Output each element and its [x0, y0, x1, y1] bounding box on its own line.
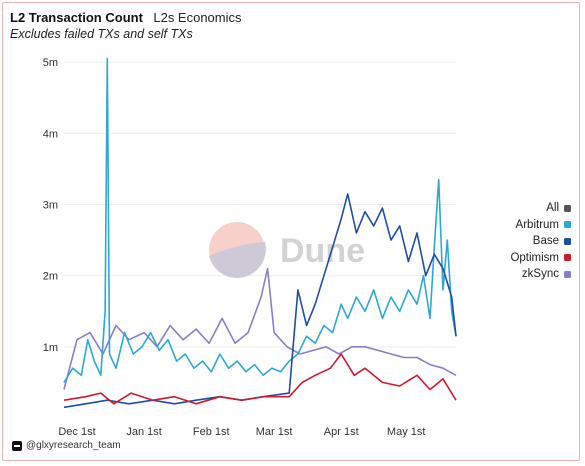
- watermark-text: Dune: [280, 232, 365, 270]
- x-tick-label: Feb 1st: [193, 426, 230, 438]
- legend-label: zkSync: [521, 268, 559, 281]
- legend-swatch: [564, 204, 571, 212]
- y-tick-label: 4m: [43, 128, 58, 140]
- y-tick-label: 1m: [43, 342, 58, 354]
- legend-item-zksync[interactable]: zkSync: [510, 266, 571, 283]
- chart-description: Excludes failed TXs and self TXs: [10, 27, 193, 41]
- legend-item-base[interactable]: Base: [510, 233, 571, 250]
- chart-card: [2, 2, 580, 461]
- footer: @glxyresearch_team: [12, 440, 121, 451]
- watermark-logo-shade: [209, 242, 266, 278]
- legend-label: Base: [532, 235, 559, 248]
- footer-handle: @glxyresearch_team: [26, 440, 121, 451]
- logo-icon: [12, 440, 22, 451]
- y-tick-label: 2m: [43, 271, 58, 283]
- series-line-optimism: [63, 353, 457, 405]
- x-tick-label: Mar 1st: [256, 426, 293, 438]
- series-line-arbitrum: [63, 57, 457, 383]
- y-tick-label: 5m: [43, 57, 58, 69]
- legend-item-optimism[interactable]: Optimism: [510, 250, 571, 267]
- legend-label: Arbitrum: [515, 218, 559, 231]
- x-tick-label: Apr 1st: [324, 426, 359, 438]
- chart-subtitle: L2s Economics: [153, 10, 242, 25]
- legend-item-all[interactable]: All: [510, 200, 571, 217]
- legend-swatch: [564, 270, 571, 278]
- x-tick-label: Jan 1st: [126, 426, 161, 438]
- legend-swatch: [564, 221, 571, 229]
- x-tick-label: May 1st: [387, 426, 426, 438]
- legend-label: All: [546, 202, 559, 215]
- legend-item-arbitrum[interactable]: Arbitrum: [510, 217, 571, 234]
- chart-header: L2 Transaction Count L2s Economics: [10, 9, 242, 27]
- chart-legend: All Arbitrum Base Optimism zkSync: [510, 200, 571, 283]
- series-line-base: [63, 193, 457, 409]
- legend-swatch: [564, 237, 571, 245]
- series-line-zksync: [63, 267, 457, 390]
- chart-title: L2 Transaction Count: [10, 10, 143, 25]
- x-tick-label: Dec 1st: [58, 426, 95, 438]
- legend-swatch: [564, 254, 571, 262]
- legend-label: Optimism: [510, 251, 559, 264]
- y-tick-label: 3m: [43, 200, 58, 212]
